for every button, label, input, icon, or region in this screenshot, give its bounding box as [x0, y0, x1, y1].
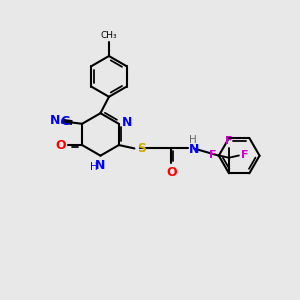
Text: N: N [95, 159, 106, 172]
Text: H: H [189, 135, 197, 145]
Text: F: F [225, 136, 233, 146]
Text: CH₃: CH₃ [100, 31, 117, 40]
Text: N: N [50, 114, 60, 127]
Text: H: H [90, 162, 98, 172]
Text: F: F [241, 151, 249, 160]
Text: O: O [55, 139, 66, 152]
Text: O: O [166, 166, 176, 179]
Text: F: F [209, 151, 217, 160]
Text: C: C [61, 115, 70, 128]
Text: N: N [122, 116, 132, 129]
Text: S: S [137, 142, 146, 155]
Text: N: N [189, 142, 200, 155]
